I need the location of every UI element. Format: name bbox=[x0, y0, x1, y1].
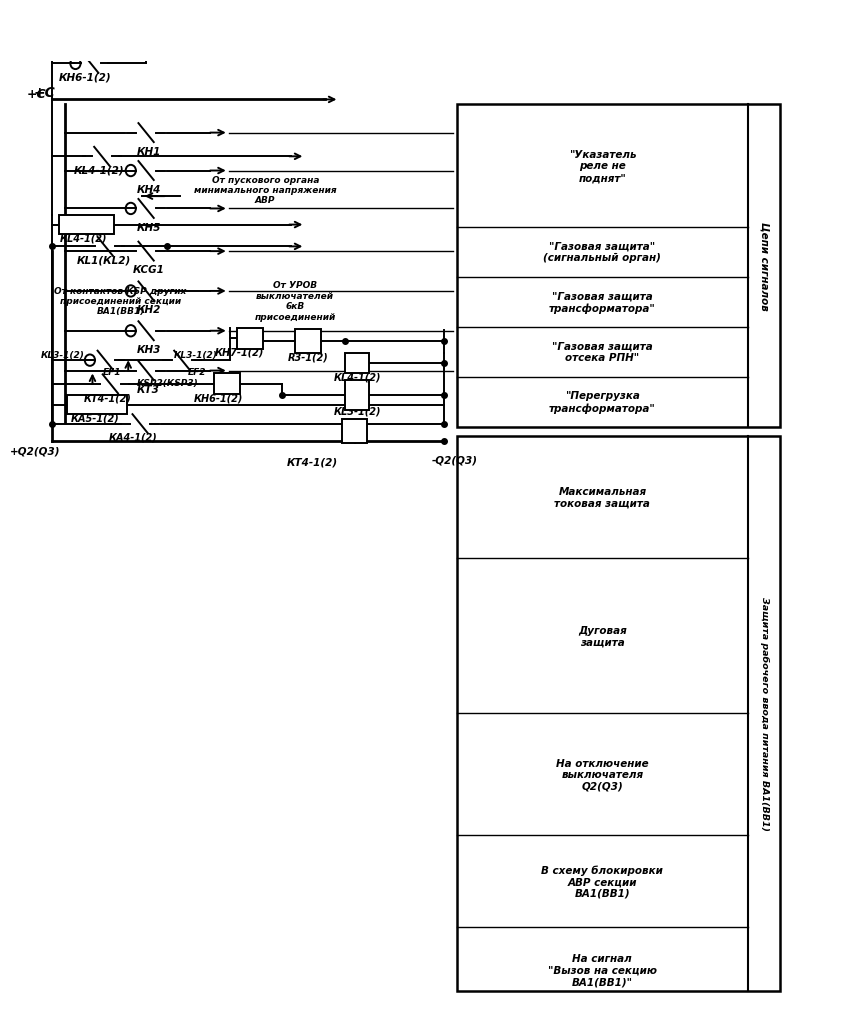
Text: "Газовая защита"
(сигнальный орган): "Газовая защита" (сигнальный орган) bbox=[543, 242, 660, 263]
Text: "Газовая защита
трансформатора": "Газовая защита трансформатора" bbox=[548, 291, 655, 313]
Text: От УРОВ
выключателей
6кВ
присоединений: От УРОВ выключателей 6кВ присоединений bbox=[254, 281, 335, 321]
Bar bbox=[345, 381, 368, 411]
Bar bbox=[237, 329, 263, 350]
Bar bbox=[456, 105, 780, 427]
Text: ЕF1: ЕF1 bbox=[102, 368, 121, 377]
Text: КН6-1(2): КН6-1(2) bbox=[58, 73, 111, 83]
Text: КL4-1(2): КL4-1(2) bbox=[333, 372, 380, 382]
Text: -Q2(Q3): -Q2(Q3) bbox=[431, 455, 477, 465]
Text: КТ4-1(2): КТ4-1(2) bbox=[84, 392, 131, 402]
Text: КL4-1(2): КL4-1(2) bbox=[74, 166, 125, 175]
Text: КL3-1(2): КL3-1(2) bbox=[173, 351, 218, 360]
Text: "Перегрузка
трансформатора": "Перегрузка трансформатора" bbox=[548, 391, 655, 413]
Text: "Указатель
реле не
поднят": "Указатель реле не поднят" bbox=[568, 150, 635, 183]
Text: КSP2(КSP3): КSP2(КSP3) bbox=[136, 379, 198, 388]
Text: КН7-1(2): КН7-1(2) bbox=[215, 347, 264, 357]
Bar bbox=[59, 216, 114, 235]
Bar bbox=[456, 437, 780, 991]
Text: Цепи сигналов: Цепи сигналов bbox=[758, 221, 769, 310]
Text: Защита рабочего ввода питания ВА1(ВВ1): Защита рабочего ввода питания ВА1(ВВ1) bbox=[758, 596, 768, 830]
Text: КН6-1(2): КН6-1(2) bbox=[194, 392, 243, 402]
Text: КL3-1(2): КL3-1(2) bbox=[333, 406, 380, 416]
Text: КL3-1(2): КL3-1(2) bbox=[41, 351, 84, 360]
Text: В схему блокировки
АВР секции
ВА1(ВВ1): В схему блокировки АВР секции ВА1(ВВ1) bbox=[541, 864, 663, 898]
Text: "Газовая защита
отсека РПН": "Газовая защита отсека РПН" bbox=[551, 342, 652, 363]
Text: КН5: КН5 bbox=[136, 222, 160, 233]
Text: КСG1: КСG1 bbox=[132, 265, 165, 275]
Text: ЕF2: ЕF2 bbox=[188, 368, 206, 377]
Bar bbox=[341, 420, 367, 444]
Text: КА5-1(2): КА5-1(2) bbox=[71, 413, 119, 424]
Text: КТ3: КТ3 bbox=[137, 384, 160, 394]
Bar bbox=[67, 396, 126, 415]
Text: От контактов КSP других
присоединений секции
ВА1(ВВ1): От контактов КSP других присоединений се… bbox=[55, 286, 187, 316]
Text: На отключение
выключателя
Q2(Q3): На отключение выключателя Q2(Q3) bbox=[555, 758, 648, 792]
Text: +C: +C bbox=[33, 86, 55, 100]
Text: +Q2(Q3): +Q2(Q3) bbox=[10, 446, 61, 456]
Text: Дуговая
защита: Дуговая защита bbox=[577, 625, 626, 647]
Text: R3-1(2): R3-1(2) bbox=[287, 352, 328, 362]
Text: КТ4-1(2): КТ4-1(2) bbox=[287, 457, 337, 467]
Text: КL4-1(2): КL4-1(2) bbox=[61, 234, 107, 244]
Text: +C: +C bbox=[27, 88, 47, 101]
Text: КL1(КL2): КL1(КL2) bbox=[76, 256, 131, 266]
Text: КН4: КН4 bbox=[136, 185, 160, 194]
Bar bbox=[214, 374, 240, 395]
Text: КН2: КН2 bbox=[136, 305, 160, 314]
Bar bbox=[295, 330, 320, 354]
Text: Максимальная
токовая защита: Максимальная токовая защита bbox=[554, 486, 649, 509]
Bar bbox=[345, 353, 368, 374]
Text: На сигнал
"Вызов на секцию
ВА1(ВВ1)": На сигнал "Вызов на секцию ВА1(ВВ1)" bbox=[548, 953, 656, 987]
Text: КА4-1(2): КА4-1(2) bbox=[109, 433, 158, 443]
Text: КН1: КН1 bbox=[136, 147, 160, 157]
Text: От пускового органа
минимального напряжения
АВР: От пускового органа минимального напряже… bbox=[194, 176, 336, 205]
Text: КН3: КН3 bbox=[136, 345, 160, 355]
